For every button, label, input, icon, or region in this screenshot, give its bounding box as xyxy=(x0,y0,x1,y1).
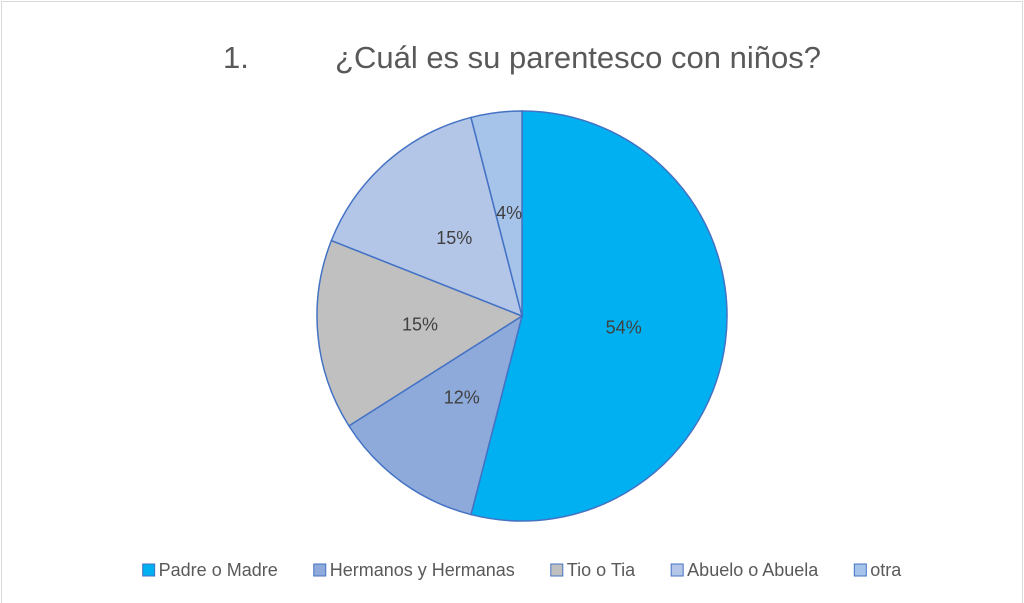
legend-label: Hermanos y Hermanas xyxy=(330,560,515,580)
legend-label: otra xyxy=(870,560,902,580)
legend-swatch xyxy=(853,563,867,577)
pie-slice xyxy=(330,116,524,318)
pie-slice xyxy=(470,110,728,522)
legend-swatch xyxy=(313,563,327,577)
pie-slice xyxy=(316,239,524,427)
legend-swatch xyxy=(142,563,156,577)
data-label: 54% xyxy=(606,318,642,338)
legend-label: Tio o Tia xyxy=(567,560,636,580)
pie-slice xyxy=(470,110,523,317)
legend-label: Abuelo o Abuela xyxy=(687,560,819,580)
pie-slice xyxy=(347,314,524,516)
legend-swatch xyxy=(670,563,684,577)
data-label: 4% xyxy=(496,203,522,223)
data-label: 15% xyxy=(436,228,472,248)
chart-title: 1. ¿Cuál es su parentesco con niños? xyxy=(223,40,821,75)
legend-swatch xyxy=(550,563,564,577)
data-label: 15% xyxy=(402,314,438,334)
legend-label: Padre o Madre xyxy=(159,560,278,580)
data-label: 12% xyxy=(444,388,480,408)
